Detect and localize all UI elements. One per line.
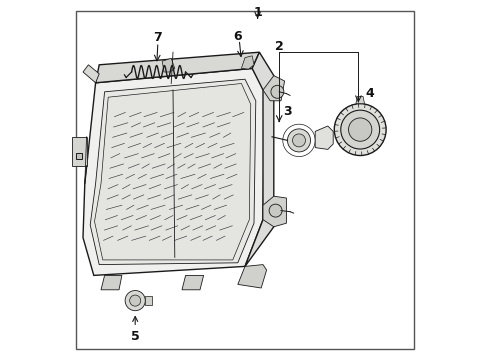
Circle shape: [269, 204, 282, 217]
Polygon shape: [242, 56, 254, 69]
Text: 6: 6: [234, 30, 242, 42]
Circle shape: [130, 295, 141, 306]
Polygon shape: [263, 196, 286, 227]
Polygon shape: [245, 52, 274, 266]
Polygon shape: [101, 275, 122, 290]
Text: 7: 7: [153, 31, 162, 44]
Polygon shape: [83, 65, 99, 83]
Circle shape: [341, 110, 380, 149]
Polygon shape: [263, 76, 285, 101]
Polygon shape: [238, 265, 267, 288]
Polygon shape: [95, 84, 251, 260]
Circle shape: [348, 118, 372, 141]
Text: 4: 4: [366, 87, 374, 100]
Text: 2: 2: [275, 40, 284, 53]
Polygon shape: [182, 275, 204, 290]
Polygon shape: [90, 79, 256, 265]
Polygon shape: [83, 68, 265, 275]
Polygon shape: [145, 296, 152, 305]
Polygon shape: [315, 126, 333, 149]
Polygon shape: [162, 58, 175, 72]
Polygon shape: [72, 137, 87, 166]
Text: 3: 3: [283, 105, 292, 118]
Circle shape: [334, 104, 386, 156]
Text: 5: 5: [131, 316, 140, 343]
Circle shape: [288, 129, 311, 152]
Polygon shape: [356, 96, 365, 104]
Circle shape: [293, 134, 305, 147]
Circle shape: [125, 291, 145, 311]
Circle shape: [271, 85, 284, 98]
Bar: [76, 153, 82, 159]
Text: 1: 1: [253, 6, 262, 19]
Polygon shape: [96, 52, 259, 83]
